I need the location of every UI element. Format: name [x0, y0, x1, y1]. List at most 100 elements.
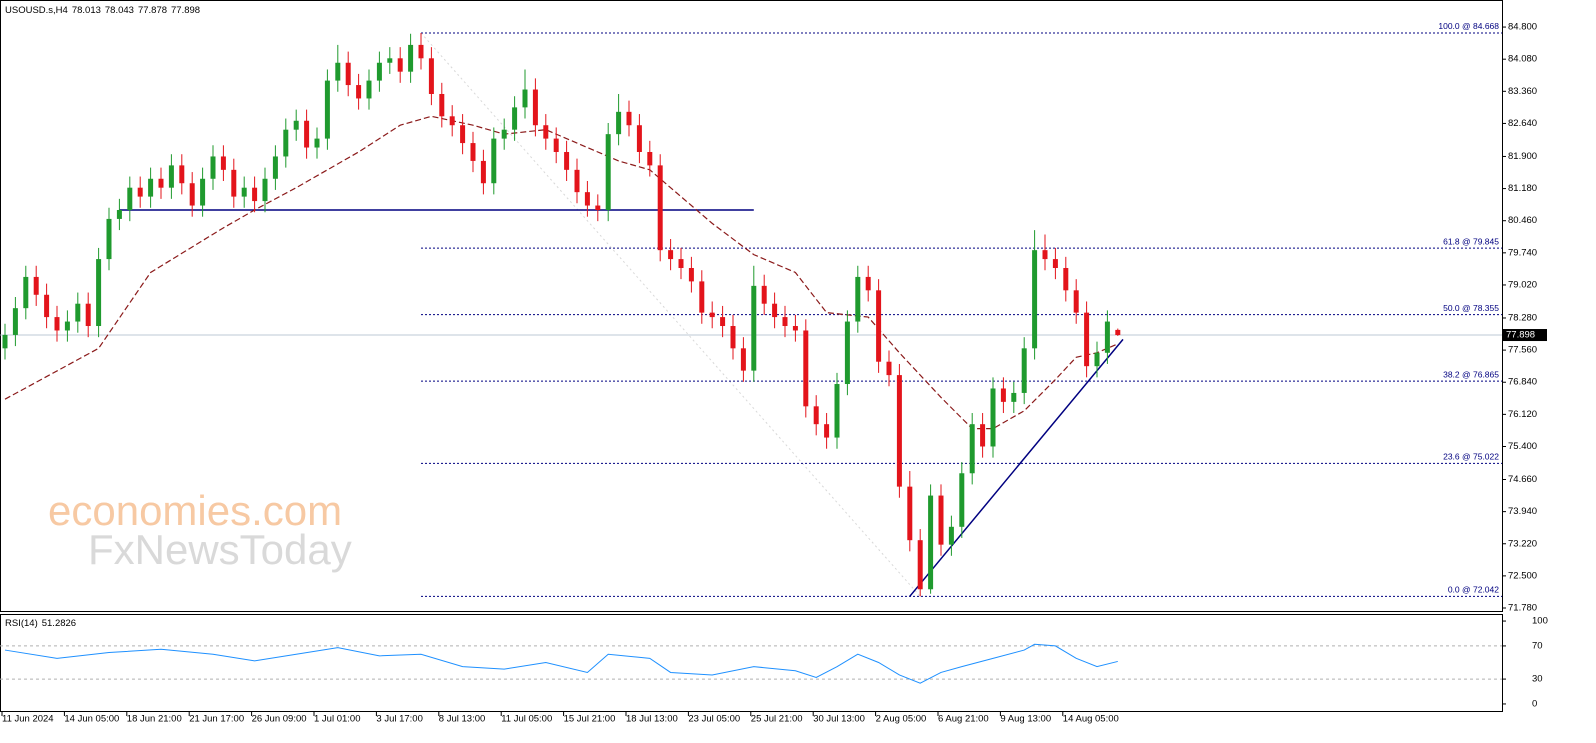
x-tick-label: 6 Aug 21:00: [938, 714, 989, 725]
rsi-tick-label: 0: [1532, 698, 1537, 709]
open-value: 78.013: [72, 5, 101, 16]
candle-body: [252, 187, 258, 202]
y-tick-label: 82.640: [1508, 118, 1537, 129]
y-tick-label: 80.460: [1508, 215, 1537, 226]
candle-body: [200, 178, 206, 206]
candle-body: [564, 151, 570, 170]
candle-body: [470, 143, 476, 161]
y-tick-label: 77.560: [1508, 345, 1537, 356]
candle-body: [96, 259, 102, 327]
candle-body: [220, 156, 226, 170]
candle-body: [460, 125, 466, 144]
x-tick-label: 30 Jul 13:00: [813, 714, 865, 725]
y-tick-label: 81.900: [1508, 151, 1537, 162]
candle-body: [969, 424, 975, 474]
rsi-title: RSI(14): [5, 618, 38, 629]
candle-body: [85, 303, 91, 327]
candle-body: [376, 62, 382, 81]
candle-body: [917, 540, 923, 590]
candle-body: [324, 80, 330, 139]
y-tick-label: 79.740: [1508, 247, 1537, 258]
candle-body: [699, 281, 705, 313]
rsi-tick-label: 100: [1532, 616, 1548, 627]
chart-header: USOUSD.s,H4 78.013 78.043 77.878 77.898: [5, 5, 200, 16]
candle-body: [543, 125, 549, 139]
candle-body: [886, 361, 892, 376]
candle-body: [792, 326, 798, 331]
y-tick-label: 73.940: [1508, 506, 1537, 517]
candle-body: [948, 526, 954, 545]
candle-body: [335, 62, 341, 81]
candle-body: [158, 178, 164, 188]
candle-body: [896, 375, 902, 487]
low-value: 77.878: [138, 5, 167, 16]
candle-body: [64, 321, 70, 331]
candle-body: [678, 259, 684, 269]
candle-body: [272, 156, 278, 179]
candle-body: [824, 424, 830, 438]
candle-body: [75, 303, 81, 322]
candle-body: [418, 44, 424, 59]
candle-body: [803, 330, 809, 407]
moving-average: [4, 115, 1119, 430]
candle-body: [595, 205, 601, 211]
candle-body: [137, 187, 143, 197]
candle-body: [522, 89, 528, 108]
x-tick-label: 18 Jul 13:00: [626, 714, 678, 725]
candle-body: [262, 178, 268, 202]
x-tick-label: 3 Jul 17:00: [376, 714, 422, 725]
symbol: USOUSD.s,H4: [5, 5, 68, 16]
y-tick-label: 84.080: [1508, 54, 1537, 65]
candle-body: [148, 178, 154, 197]
rsi-panel: [0, 614, 1503, 712]
candle-body: [231, 169, 237, 197]
candle-body: [740, 348, 746, 371]
candle-body: [1032, 250, 1038, 349]
candle-body: [127, 187, 133, 211]
fib-label: 100.0 @ 84.668: [1438, 21, 1499, 31]
candle-body: [480, 160, 486, 184]
fib-label: 61.8 @ 79.845: [1443, 236, 1499, 246]
candle-body: [501, 129, 507, 139]
candle-body: [553, 138, 559, 152]
y-tick-label: 74.660: [1508, 474, 1537, 485]
candle-body: [709, 312, 715, 318]
x-tick-label: 8 Jul 13:00: [439, 714, 485, 725]
candle-body: [449, 116, 455, 126]
rsi-line: [4, 643, 1118, 684]
candle-body: [345, 62, 351, 86]
x-tick-label: 1 Jul 01:00: [314, 714, 360, 725]
candle-body: [772, 303, 778, 318]
y-tick-label: 78.280: [1508, 312, 1537, 323]
candle-body: [116, 210, 122, 219]
candle-body: [408, 44, 414, 72]
candle-body: [959, 473, 965, 527]
candle-body: [1115, 329, 1121, 336]
candle-body: [834, 384, 840, 438]
trend-line: [909, 338, 1124, 597]
candle-body: [938, 495, 944, 545]
candle-body: [356, 85, 362, 99]
fib-label: 0.0 @ 72.042: [1448, 585, 1499, 595]
close-value: 77.898: [171, 5, 200, 16]
candle-body: [512, 107, 518, 130]
candle-body: [293, 120, 299, 130]
candle-body: [626, 111, 632, 126]
y-tick-label: 72.500: [1508, 570, 1537, 581]
candle-body: [636, 125, 642, 152]
candle-body: [387, 58, 393, 63]
fib-label: 23.6 @ 75.022: [1443, 452, 1499, 462]
candle-body: [44, 294, 50, 318]
x-tick-label: 15 Jul 21:00: [564, 714, 616, 725]
candle-body: [605, 134, 611, 211]
candle-body: [397, 58, 403, 72]
rsi-header: RSI(14) 51.2826: [5, 618, 76, 629]
candle-body: [283, 129, 289, 157]
candle-body: [876, 290, 882, 362]
candle-body: [782, 317, 788, 327]
candle-body: [761, 285, 767, 304]
candle-body: [865, 276, 871, 291]
x-tick-label: 26 Jun 09:00: [252, 714, 307, 725]
candle-body: [751, 285, 757, 371]
